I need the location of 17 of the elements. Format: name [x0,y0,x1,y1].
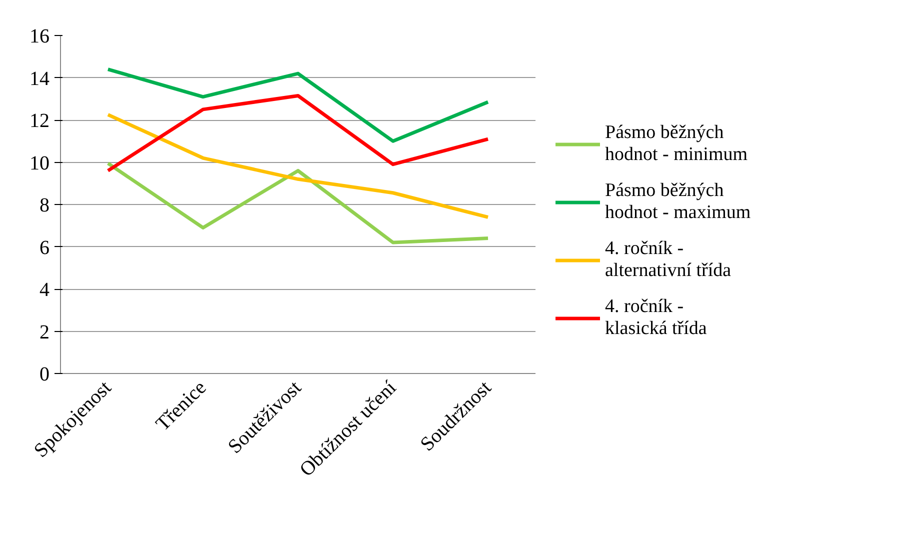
legend-label: Pásmo běžných hodnot - minimum [605,122,748,166]
y-tick-label: 12 [30,110,50,132]
line-series [106,68,490,143]
y-tick-label: 8 [40,194,50,216]
y-tick-label: 14 [30,68,50,90]
y-tick-label: 2 [40,321,50,344]
y-tick-label: 0 [40,364,50,386]
legend-label: 4. ročník - klasická třída [605,296,707,340]
legend-label: Pásmo běžných hodnot - maximum [605,180,751,224]
y-tick-label: 6 [40,236,50,259]
y-tick-label: 16 [30,26,50,48]
y-tick-label: 4 [40,279,50,301]
line-series [106,162,490,244]
y-tick-label: 10 [30,152,50,174]
legend-label: 4. ročník - alternativní třída [605,238,732,282]
line-series [106,94,490,172]
line-series [106,112,490,219]
